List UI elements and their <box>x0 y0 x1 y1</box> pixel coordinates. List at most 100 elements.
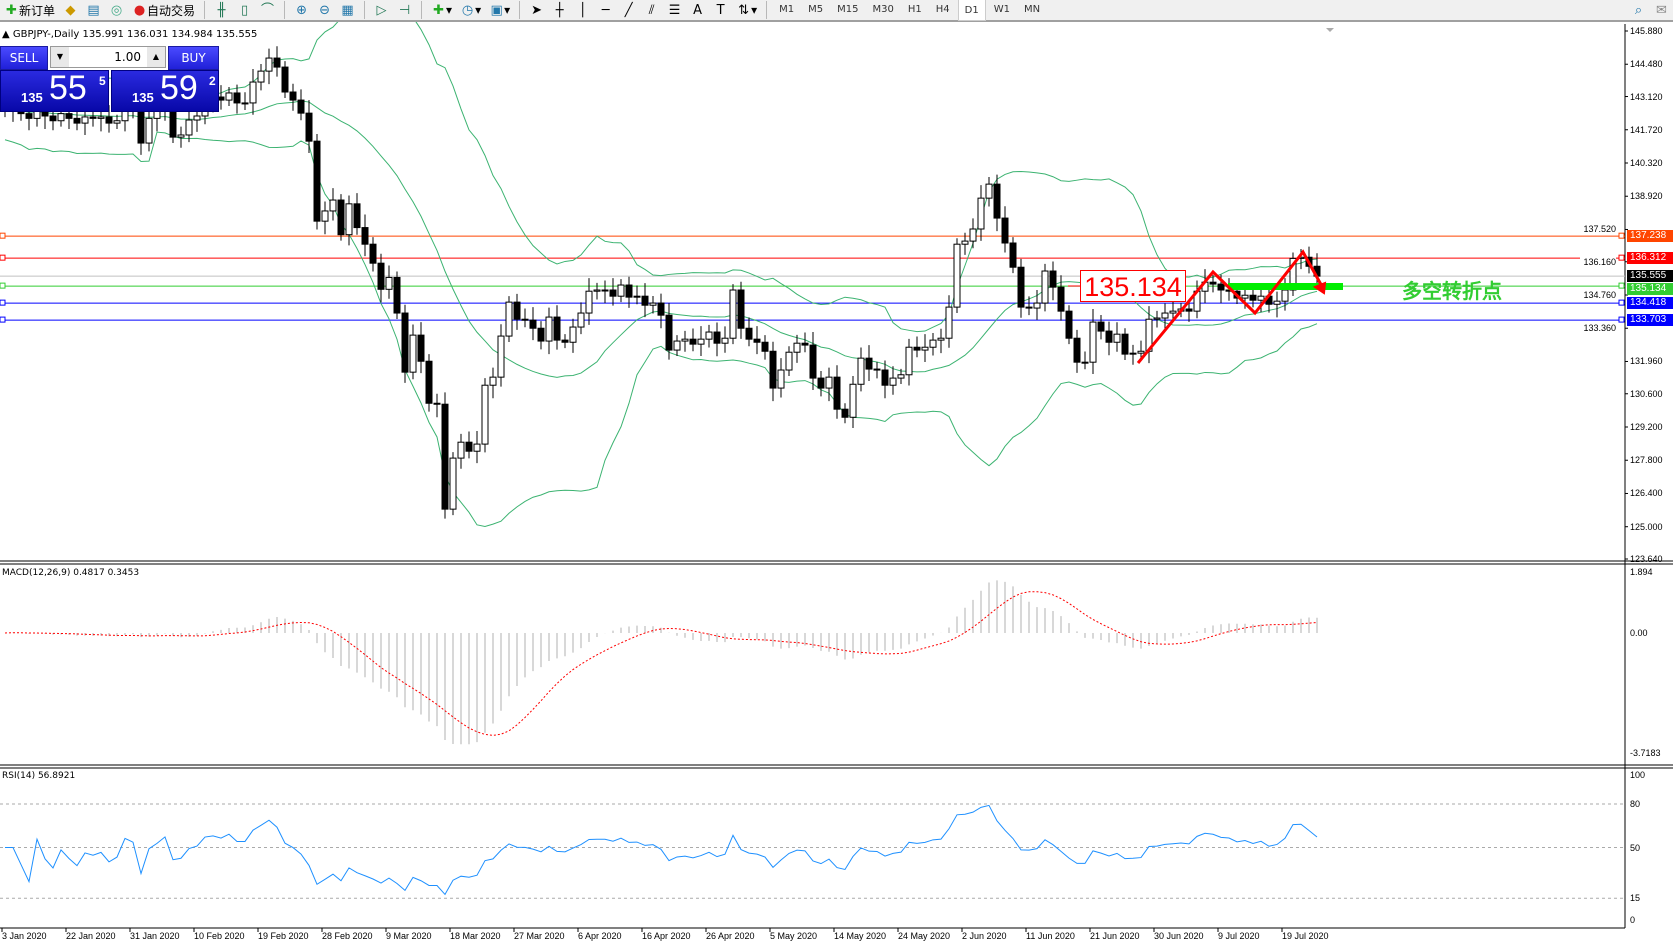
timeframe-h1[interactable]: H1 <box>907 3 922 15</box>
candle-body <box>393 276 401 314</box>
candle-body <box>321 210 329 222</box>
rsi-line <box>5 804 1318 896</box>
timeframe-m1[interactable]: M1 <box>779 3 795 15</box>
lot-value[interactable]: 1.00 <box>114 50 141 64</box>
candle-body <box>1137 350 1145 354</box>
market-watch-button[interactable]: ▤ <box>83 0 104 20</box>
timeframe-mn[interactable]: MN <box>1023 3 1041 15</box>
date-tick-label: 16 Apr 2020 <box>642 931 691 941</box>
chart-shift-button[interactable]: ⊣ <box>394 0 415 20</box>
candle-body <box>329 199 337 212</box>
price-tick-label: 145.880 <box>1630 26 1663 36</box>
candle-body <box>1289 257 1297 291</box>
candle-body <box>49 115 57 122</box>
timeframe-w1[interactable]: W1 <box>993 3 1010 15</box>
candle-body <box>1129 352 1137 355</box>
line-chart-button[interactable]: ⌒ <box>257 0 278 20</box>
candle-body <box>825 376 833 389</box>
bar-chart-icon: ╫ <box>217 2 226 18</box>
candle-body <box>1041 270 1049 304</box>
candle-body <box>417 334 425 362</box>
separator <box>204 1 206 19</box>
crosshair-button[interactable]: ┼ <box>549 0 570 20</box>
arrows-button[interactable]: ⇅ ▾ <box>733 0 760 20</box>
candle-body <box>113 120 121 124</box>
lot-size-input[interactable]: ▼ 1.00 ▲ <box>50 46 166 68</box>
text-button[interactable]: A <box>687 0 708 20</box>
candle-body <box>105 116 113 124</box>
cursor-button[interactable]: ➤ <box>526 0 547 20</box>
chat-button[interactable]: ✉ <box>1651 0 1672 20</box>
candle-body <box>1065 310 1073 339</box>
date-tick-label: 24 May 2020 <box>898 931 951 941</box>
candle-body <box>257 70 265 83</box>
macd-tick-label: -3.7183 <box>1630 747 1661 758</box>
candle-body <box>769 350 777 389</box>
buy-price[interactable]: 135 59 2 <box>111 69 219 112</box>
tile-windows-button[interactable]: ▦ <box>337 0 358 20</box>
trendline-button[interactable]: ╱ <box>618 0 639 20</box>
sell-button[interactable]: SELL <box>0 46 48 70</box>
bar-chart-button[interactable]: ╫ <box>211 0 232 20</box>
candle-body <box>505 301 513 337</box>
fibonacci-button[interactable]: ☰ <box>664 0 685 20</box>
sell-price-prefix: 135 <box>21 90 43 105</box>
lot-decrease-icon[interactable]: ▼ <box>51 47 69 67</box>
candlestick-button[interactable]: ▯ <box>234 0 255 20</box>
candle-body <box>369 243 377 264</box>
line-anchor <box>0 282 6 289</box>
timeframe-m5[interactable]: M5 <box>808 3 824 15</box>
date-tick-label: 19 Feb 2020 <box>258 931 309 941</box>
candle-body <box>1121 333 1129 355</box>
bollinger-lower <box>4 131 1318 527</box>
text-label-button[interactable]: T <box>710 0 731 20</box>
templates-button[interactable]: ▣ ▾ <box>490 2 511 18</box>
timeframe-d1[interactable]: D1 <box>957 0 986 21</box>
candle-body <box>1081 361 1089 364</box>
candle-body <box>985 183 993 199</box>
candle-body <box>145 117 153 144</box>
candle-body <box>593 289 601 292</box>
signals-button[interactable]: ◎ <box>106 0 127 20</box>
indicators-button[interactable]: ✚ ▾ <box>428 0 455 20</box>
candle-body <box>801 342 809 346</box>
candle-body <box>737 289 745 329</box>
symbol-info: ▲ GBPJPY-,Daily 135.991 136.031 134.984 … <box>2 29 258 40</box>
buy-button[interactable]: BUY <box>168 46 219 70</box>
candle-body <box>649 302 657 306</box>
lot-increase-icon[interactable]: ▲ <box>147 47 165 67</box>
candle-body <box>513 301 521 320</box>
price-text-label[interactable]: 135.134 <box>1080 270 1186 302</box>
timeframe-h4[interactable]: H4 <box>935 3 950 15</box>
zoom-out-button[interactable]: ⊖ <box>314 0 335 20</box>
zoom-in-button[interactable]: ⊕ <box>291 0 312 20</box>
timeframe-m30[interactable]: M30 <box>872 3 894 15</box>
text-label-icon: T <box>716 2 725 18</box>
new-order-button[interactable]: ✚ 新订单 <box>1 0 58 20</box>
turning-point-note[interactable]: 多空转折点 <box>1402 279 1502 303</box>
candle-body <box>1105 330 1113 343</box>
auto-trading-button[interactable]: ● 自动交易 <box>129 0 198 20</box>
navigator-button[interactable]: ◆ <box>60 0 81 20</box>
timeframe-m15[interactable]: M15 <box>837 3 859 15</box>
zoom-in-icon: ⊕ <box>296 2 307 18</box>
vertical-line-button[interactable]: │ <box>572 0 593 20</box>
search-button[interactable]: ⌕ <box>1628 0 1649 20</box>
candle-body <box>193 115 201 121</box>
date-tick-label: 14 May 2020 <box>834 931 887 941</box>
horizontal-line-button[interactable]: ─ <box>595 0 616 20</box>
rsi-title: RSI(14) 56.8921 <box>2 771 76 781</box>
equidistant-channel-button[interactable]: ⫽ <box>641 0 662 20</box>
periods-button[interactable]: ◷ ▾ <box>461 2 482 18</box>
autoscroll-button[interactable]: ▷ <box>371 0 392 20</box>
candle-body <box>489 376 497 386</box>
candle-body <box>521 318 529 321</box>
sell-price[interactable]: 135 55 5 <box>0 69 109 112</box>
chart-shift-marker-icon <box>1326 28 1334 32</box>
indicators-icon: ✚ <box>433 2 444 18</box>
templates-icon: ▣ <box>490 2 503 18</box>
candle-body <box>305 112 313 142</box>
candle-body <box>345 203 353 236</box>
candle-body <box>713 331 721 344</box>
